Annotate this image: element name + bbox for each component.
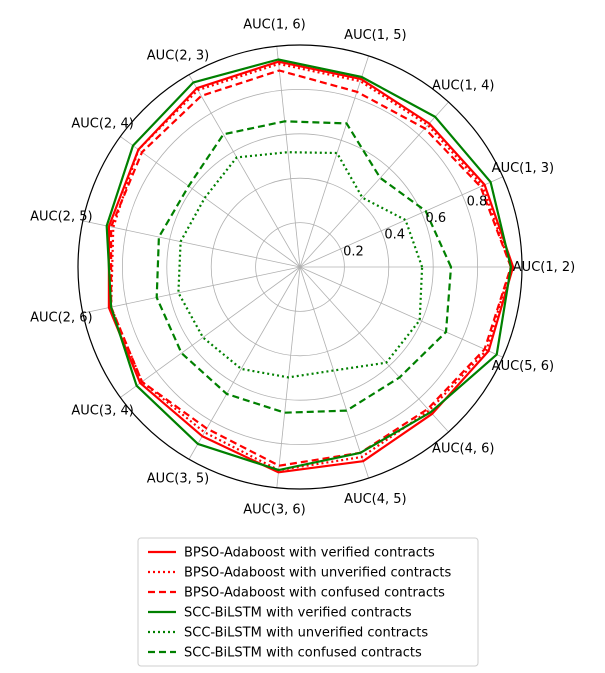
grid-layer <box>77 44 523 490</box>
r-tick-label: 0.2 <box>343 244 364 259</box>
category-label: AUC(1, 5) <box>344 28 406 43</box>
series-line-3 <box>109 69 512 467</box>
category-label: AUC(5, 6) <box>492 359 554 374</box>
legend-label-3: BPSO-Adaboost with confused contracts <box>184 586 445 601</box>
category-label: AUC(4, 6) <box>432 441 494 456</box>
grid-spoke <box>120 136 301 268</box>
r-tick-label: 0.4 <box>384 228 405 243</box>
category-label: AUC(3, 4) <box>71 403 133 418</box>
category-label: AUC(2, 4) <box>71 117 133 132</box>
polar-frame <box>77 44 523 490</box>
grid-spoke <box>188 266 301 460</box>
legend-label-2: BPSO-Adaboost with unverified contracts <box>184 566 451 581</box>
grid-spoke <box>299 55 369 268</box>
legend-label-5: SCC-BiLSTM with unverified contracts <box>184 626 428 641</box>
series-line-5 <box>177 151 424 379</box>
grid-spoke <box>299 266 503 358</box>
category-label: AUC(2, 3) <box>147 49 209 64</box>
legend-label-4: SCC-BiLSTM with verified contracts <box>184 606 412 621</box>
category-label: AUC(2, 5) <box>30 209 92 224</box>
grid-spoke <box>299 266 449 433</box>
legend: BPSO-Adaboost with verified contracts BPS… <box>137 537 479 667</box>
legend-label-6: SCC-BiLSTM with confused contracts <box>184 646 422 661</box>
series-line-6 <box>155 120 453 414</box>
grid-spoke <box>82 266 301 314</box>
category-label: AUC(3, 5) <box>147 471 209 486</box>
r-tick-label: 0.8 <box>467 194 488 209</box>
category-label: AUC(1, 6) <box>243 17 305 32</box>
grid-spoke <box>299 176 503 268</box>
series-line-4 <box>105 58 512 472</box>
category-label: AUC(1, 3) <box>492 161 554 176</box>
category-label: AUC(3, 6) <box>243 503 305 518</box>
legend-label-1: BPSO-Adaboost with verified contracts <box>184 546 435 561</box>
grid-spoke <box>299 101 449 268</box>
category-label: AUC(4, 5) <box>344 492 406 507</box>
grid-spoke <box>299 266 369 479</box>
category-label: AUC(1, 4) <box>432 79 494 94</box>
r-tick-label: 0.6 <box>426 211 447 226</box>
grid-spoke <box>120 266 301 398</box>
category-label: AUC(2, 6) <box>30 311 92 326</box>
label-layer: 0.2 0.4 0.6 0.8 AUC(1, 2) AUC(1, 3) AUC(1, 4) A… <box>30 17 575 517</box>
category-label: AUC(1, 2) <box>513 260 575 275</box>
legend-box <box>137 537 479 667</box>
grid-spoke <box>82 220 301 268</box>
series-layer <box>105 58 515 474</box>
grid-spoke <box>276 46 301 268</box>
grid-spoke <box>188 74 301 268</box>
